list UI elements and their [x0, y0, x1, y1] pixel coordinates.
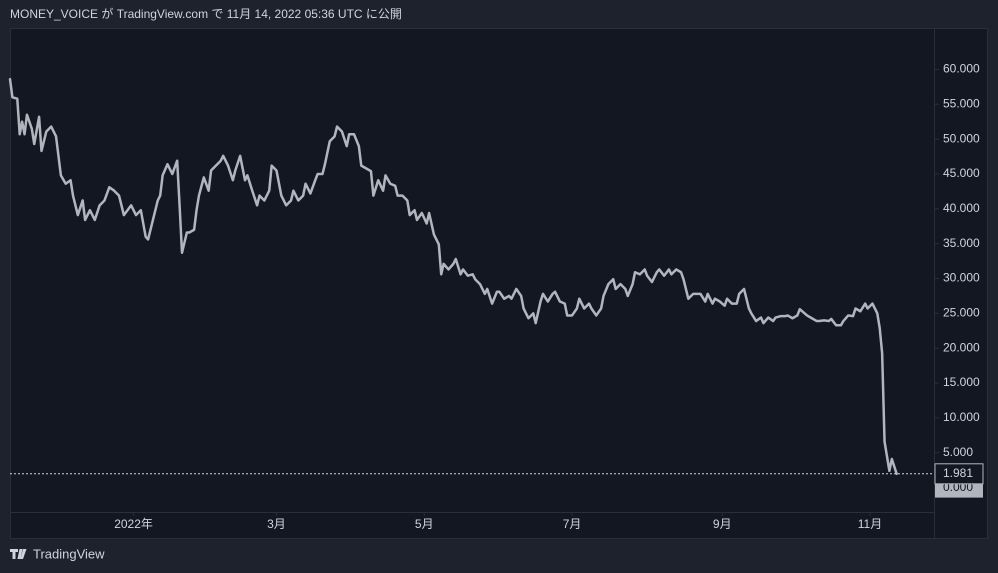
last-price-label: 1.981 [943, 466, 973, 480]
logo [10, 549, 27, 559]
y-tick-label: 40.000 [943, 201, 980, 215]
x-tick-label: 7月 [563, 517, 582, 531]
y-tick-label: 15.000 [943, 375, 980, 389]
x-tick-label: 5月 [415, 517, 434, 531]
y-tick-label: 60.000 [943, 62, 980, 76]
price-line [8, 77, 898, 476]
y-tick-label: 25.000 [943, 306, 980, 320]
y-tick-label: 45.000 [943, 166, 980, 180]
y-tick-label: 5.000 [943, 445, 973, 459]
header: MONEY_VOICE が TradingView.com で 11月 14, … [10, 6, 402, 21]
chart-panel [10, 28, 988, 539]
y-tick-label: 35.000 [943, 236, 980, 250]
x-tick-label: 3月 [267, 517, 286, 531]
footer-brand: TradingView [33, 546, 105, 561]
x-tick-label: 11月 [858, 517, 882, 531]
y-tick-label: 30.000 [943, 271, 980, 285]
y-tick-label: 55.000 [943, 96, 980, 110]
x-tick-label: 9月 [713, 517, 732, 531]
y-tick-label: 20.000 [943, 340, 980, 354]
x-tick-label: 2022年 [114, 517, 153, 531]
y-tick-label: 10.000 [943, 410, 980, 424]
y-tick-label: 50.000 [943, 131, 980, 145]
last-price-badge [934, 463, 984, 485]
